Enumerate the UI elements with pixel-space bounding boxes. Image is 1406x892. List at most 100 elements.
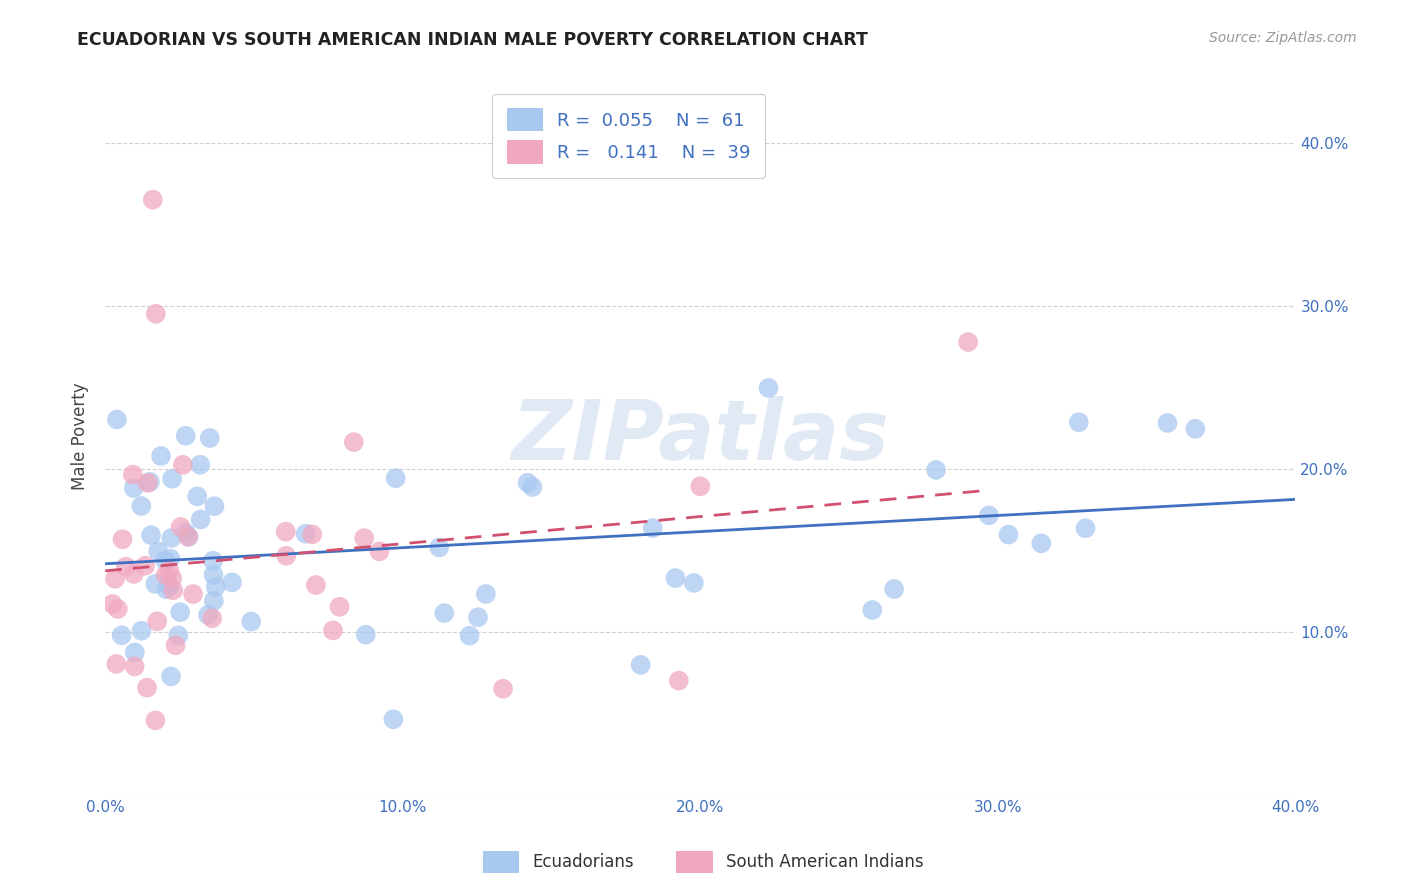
Point bbox=[433, 606, 456, 620]
Point bbox=[957, 334, 980, 349]
Point bbox=[149, 449, 172, 463]
Point bbox=[758, 381, 780, 395]
Point bbox=[177, 530, 200, 544]
Point bbox=[427, 541, 450, 555]
Point bbox=[188, 458, 211, 472]
Point bbox=[122, 467, 145, 482]
Text: ZIPatlas: ZIPatlas bbox=[512, 395, 889, 476]
Point bbox=[143, 577, 166, 591]
Point bbox=[167, 628, 190, 642]
Point bbox=[1031, 536, 1053, 550]
Point bbox=[131, 624, 153, 638]
Point bbox=[492, 681, 515, 696]
Point bbox=[322, 624, 344, 638]
Point bbox=[124, 659, 146, 673]
Point bbox=[630, 657, 652, 672]
Point bbox=[169, 520, 191, 534]
Point bbox=[165, 638, 187, 652]
Point bbox=[305, 578, 328, 592]
Point bbox=[160, 472, 183, 486]
Point bbox=[689, 479, 711, 493]
Text: ECUADORIAN VS SOUTH AMERICAN INDIAN MALE POVERTY CORRELATION CHART: ECUADORIAN VS SOUTH AMERICAN INDIAN MALE… bbox=[77, 31, 869, 49]
Point bbox=[516, 475, 538, 490]
Point bbox=[107, 602, 129, 616]
Point bbox=[174, 525, 197, 540]
Y-axis label: Male Poverty: Male Poverty bbox=[72, 383, 89, 490]
Legend: Ecuadorians, South American Indians: Ecuadorians, South American Indians bbox=[475, 845, 931, 880]
Point bbox=[111, 533, 134, 547]
Point bbox=[294, 526, 316, 541]
Point bbox=[883, 582, 905, 596]
Point bbox=[136, 681, 159, 695]
Point bbox=[202, 554, 225, 568]
Point bbox=[155, 553, 177, 567]
Point bbox=[683, 576, 706, 591]
Point bbox=[122, 481, 145, 495]
Point bbox=[221, 575, 243, 590]
Point bbox=[148, 544, 170, 558]
Point bbox=[160, 531, 183, 545]
Point bbox=[860, 603, 883, 617]
Point bbox=[172, 458, 194, 472]
Point bbox=[162, 583, 184, 598]
Point bbox=[384, 471, 406, 485]
Point bbox=[977, 508, 1000, 523]
Point bbox=[159, 579, 181, 593]
Point bbox=[174, 429, 197, 443]
Point bbox=[1074, 521, 1097, 535]
Point bbox=[186, 489, 208, 503]
Point bbox=[155, 582, 177, 597]
Point bbox=[1184, 422, 1206, 436]
Point bbox=[382, 712, 405, 726]
Point bbox=[136, 475, 159, 490]
Point bbox=[240, 615, 263, 629]
Point bbox=[155, 568, 177, 582]
Point bbox=[177, 530, 200, 544]
Point bbox=[997, 527, 1019, 541]
Point bbox=[368, 544, 391, 558]
Point bbox=[104, 572, 127, 586]
Point bbox=[101, 597, 124, 611]
Point bbox=[641, 521, 664, 535]
Point bbox=[274, 524, 297, 539]
Legend: R =  0.055    N =  61, R =   0.141    N =  39: R = 0.055 N = 61, R = 0.141 N = 39 bbox=[492, 94, 765, 178]
Point bbox=[522, 480, 544, 494]
Point bbox=[343, 435, 366, 450]
Point bbox=[160, 669, 183, 683]
Point bbox=[159, 551, 181, 566]
Point bbox=[190, 512, 212, 526]
Point bbox=[202, 567, 225, 582]
Point bbox=[105, 657, 128, 671]
Point bbox=[353, 531, 375, 545]
Point bbox=[160, 571, 183, 585]
Point bbox=[198, 431, 221, 445]
Point bbox=[115, 559, 138, 574]
Point bbox=[301, 527, 323, 541]
Point bbox=[925, 463, 948, 477]
Point bbox=[668, 673, 690, 688]
Point bbox=[458, 629, 481, 643]
Point bbox=[1067, 415, 1090, 429]
Point bbox=[105, 412, 128, 426]
Point bbox=[276, 549, 298, 563]
Point bbox=[354, 628, 377, 642]
Point bbox=[157, 564, 180, 578]
Point bbox=[129, 499, 152, 513]
Text: Source: ZipAtlas.com: Source: ZipAtlas.com bbox=[1209, 31, 1357, 45]
Point bbox=[197, 607, 219, 622]
Point bbox=[328, 599, 350, 614]
Point bbox=[145, 307, 167, 321]
Point bbox=[204, 499, 226, 513]
Point bbox=[1156, 416, 1178, 430]
Point bbox=[145, 714, 167, 728]
Point bbox=[124, 645, 146, 659]
Point bbox=[146, 615, 169, 629]
Point bbox=[201, 611, 224, 625]
Point bbox=[139, 475, 162, 489]
Point bbox=[475, 587, 498, 601]
Point bbox=[142, 193, 165, 207]
Point bbox=[181, 587, 204, 601]
Point bbox=[134, 558, 156, 573]
Point bbox=[139, 528, 162, 542]
Point bbox=[169, 605, 191, 619]
